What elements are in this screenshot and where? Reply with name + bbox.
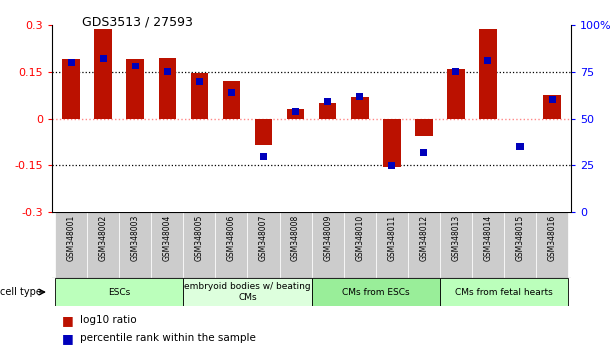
Bar [440,212,472,278]
Text: ■: ■ [62,314,74,327]
Bar [95,29,112,119]
Bar [191,73,208,119]
Bar [247,212,280,278]
Text: GSM348004: GSM348004 [163,215,172,261]
Bar [536,212,568,278]
Bar [55,278,183,306]
Text: GSM348001: GSM348001 [67,215,76,261]
Bar [356,93,363,99]
Bar [383,119,401,167]
Text: GSM348016: GSM348016 [547,215,557,261]
Bar [126,59,144,119]
Bar [388,162,395,169]
Text: GSM348011: GSM348011 [387,215,397,261]
Bar [479,29,497,119]
Bar [87,212,119,278]
Bar [312,278,440,306]
Text: GSM348012: GSM348012 [419,215,428,261]
Bar [68,59,75,66]
Text: embryoid bodies w/ beating
CMs: embryoid bodies w/ beating CMs [184,282,311,302]
Text: GSM348009: GSM348009 [323,215,332,261]
Bar [222,81,240,119]
Bar [196,78,203,85]
Text: cell type: cell type [0,287,42,297]
Bar [440,278,568,306]
Bar [216,212,247,278]
Bar [343,212,376,278]
Bar [452,68,459,75]
Text: CMs from ESCs: CMs from ESCs [342,287,409,297]
Bar [324,98,331,105]
Bar [485,57,491,64]
Bar [260,153,267,160]
Bar [516,143,524,150]
Bar [55,212,87,278]
Bar [447,69,465,119]
Bar [408,212,440,278]
Bar [62,59,80,119]
Bar [287,109,304,119]
Text: GSM348013: GSM348013 [452,215,460,261]
Text: GSM348014: GSM348014 [483,215,492,261]
Text: ■: ■ [62,332,74,344]
Bar [255,119,273,145]
Bar [132,63,139,69]
Bar [549,96,555,103]
Bar [504,212,536,278]
Bar [152,212,183,278]
Text: GSM348008: GSM348008 [291,215,300,261]
Bar [472,212,504,278]
Bar [183,278,312,306]
Bar [420,149,427,156]
Bar [351,97,368,119]
Bar [543,95,561,119]
Text: GSM348006: GSM348006 [227,215,236,261]
Bar [183,212,216,278]
Text: log10 ratio: log10 ratio [81,315,137,325]
Text: GSM348002: GSM348002 [99,215,108,261]
Text: ESCs: ESCs [108,287,130,297]
Text: GSM348003: GSM348003 [131,215,140,261]
Bar [158,58,176,119]
Text: percentile rank within the sample: percentile rank within the sample [81,333,257,343]
Text: GSM348007: GSM348007 [259,215,268,261]
Text: GSM348015: GSM348015 [516,215,524,261]
Text: CMs from fetal hearts: CMs from fetal hearts [455,287,553,297]
Bar [292,108,299,115]
Bar [280,212,312,278]
Bar [119,212,152,278]
Bar [319,103,337,119]
Text: GSM348010: GSM348010 [355,215,364,261]
Bar [164,68,171,75]
Text: GDS3513 / 27593: GDS3513 / 27593 [82,16,193,29]
Bar [100,55,107,62]
Bar [312,212,343,278]
Bar [376,212,408,278]
Bar [228,89,235,96]
Bar [415,119,433,136]
Text: GSM348005: GSM348005 [195,215,204,261]
